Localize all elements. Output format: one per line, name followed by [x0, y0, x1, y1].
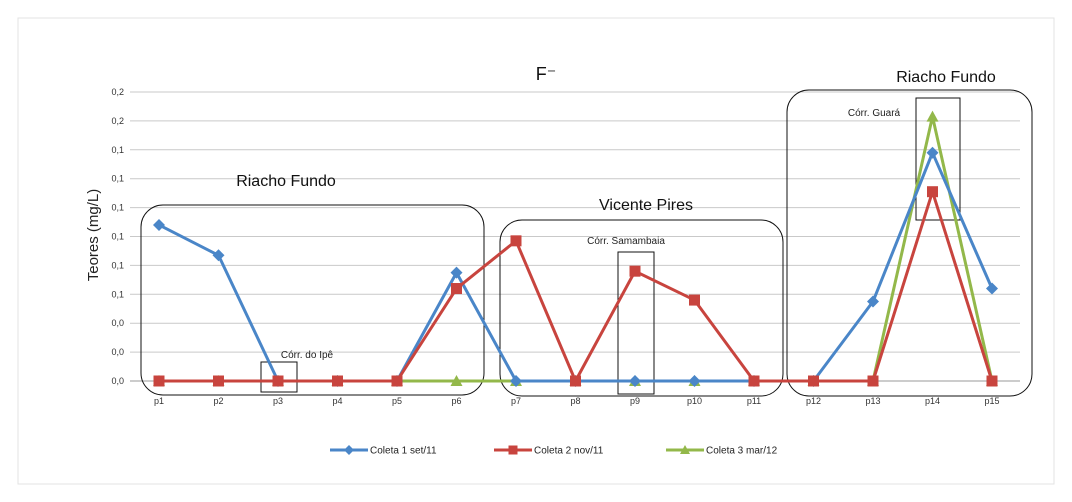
- data-point: [450, 266, 463, 279]
- x-tick-label: p6: [451, 396, 461, 406]
- data-point: [629, 375, 641, 387]
- legend-item: Coleta 2 nov/11: [494, 445, 604, 457]
- y-tick-label: 0,2: [111, 87, 124, 97]
- y-tick-label: 0,1: [111, 260, 124, 270]
- data-point: [927, 186, 938, 198]
- data-point: [748, 375, 760, 387]
- y-tick-label: 0,0: [111, 347, 124, 357]
- chart-title: F⁻: [536, 64, 557, 84]
- x-tick-labels: p1 p2 p3 p4 p5 p6 p7 p8 p9 p10 p11 p12 p13 p14 p15: [154, 396, 1000, 406]
- data-point: [986, 282, 998, 295]
- data-point: [391, 375, 403, 387]
- data-point: [510, 235, 522, 247]
- legend-marker: [508, 445, 518, 455]
- sublabel-corr-guara: Córr. Guará: [848, 108, 901, 119]
- sublabel-corr-ipe: Córr. do Ipê: [281, 350, 334, 361]
- x-tick-label: p13: [865, 396, 880, 406]
- data-point: [867, 295, 879, 308]
- sublabel-box-corr-ipe: [260, 361, 298, 393]
- legend: Coleta 1 set/11 Coleta 2 nov/11 Coleta 3 m…: [330, 445, 778, 457]
- data-point: [153, 375, 165, 387]
- x-tick-label: p8: [570, 396, 580, 406]
- x-tick-label: p7: [511, 396, 521, 406]
- y-tick-label: 0,1: [111, 232, 124, 242]
- sublabel-corr-samambaia: Córr. Samambaia: [587, 236, 665, 247]
- data-point: [689, 294, 700, 306]
- data-point: [510, 375, 522, 387]
- x-tick-label: p9: [630, 396, 640, 406]
- y-tick-label: 0,1: [111, 203, 124, 213]
- y-tick-label: 0,0: [111, 318, 124, 328]
- data-point: [570, 375, 581, 387]
- x-tick-label: p12: [806, 396, 821, 406]
- region-box-riacho-fundo-1: [140, 204, 485, 396]
- data-point: [451, 283, 462, 295]
- y-tick-label: 0,0: [111, 376, 124, 386]
- legend-label: Coleta 2 nov/11: [534, 446, 604, 457]
- data-point: [867, 375, 879, 387]
- y-tick-labels: 0,0 0,0 0,0 0,1 0,1 0,1 0,1 0,1 0,1 0,2 0,2: [111, 87, 124, 386]
- data-point: [688, 375, 701, 387]
- data-point: [213, 375, 224, 387]
- y-tick-label: 0,1: [111, 289, 124, 299]
- sublabel-box-corr-samambaia: [617, 251, 655, 395]
- data-point: [808, 375, 819, 387]
- legend-item: Coleta 1 set/11: [330, 445, 437, 457]
- x-tick-label: p3: [273, 396, 283, 406]
- x-tick-label: p4: [332, 396, 342, 406]
- x-tick-label: p11: [747, 396, 761, 406]
- y-tick-label: 0,1: [111, 174, 124, 184]
- y-axis-label: Teores (mg/L): [85, 189, 102, 282]
- x-tick-label: p5: [392, 396, 402, 406]
- data-point: [332, 375, 343, 387]
- legend-item: Coleta 3 mar/12: [666, 445, 778, 457]
- series: [153, 110, 998, 387]
- region-label-riacho-fundo-2: Riacho Fundo: [896, 69, 996, 86]
- data-point: [212, 249, 225, 262]
- region-label-riacho-fundo-1: Riacho Fundo: [236, 173, 336, 190]
- y-tick-label: 0,1: [111, 145, 124, 155]
- x-tick-label: p2: [213, 396, 223, 406]
- x-tick-label: p1: [154, 396, 164, 406]
- data-point: [629, 265, 641, 277]
- data-point: [986, 375, 998, 387]
- sublabel-box-corr-guara: [915, 97, 961, 221]
- legend-label: Coleta 3 mar/12: [706, 446, 778, 457]
- data-point: [450, 375, 463, 386]
- data-point: [926, 110, 939, 122]
- data-point: [926, 146, 939, 159]
- x-tick-label: p15: [984, 396, 999, 406]
- data-point: [153, 218, 165, 231]
- legend-marker: [344, 445, 354, 455]
- legend-label: Coleta 1 set/11: [370, 446, 437, 457]
- x-tick-label: p10: [687, 396, 702, 406]
- legend-marker: [680, 445, 690, 454]
- region-box-riacho-fundo-2: [786, 89, 1033, 397]
- region-box-vicente-pires: [499, 219, 784, 397]
- series-2: [153, 186, 998, 387]
- data-point: [272, 375, 284, 387]
- x-tick-label: p14: [925, 396, 940, 406]
- y-tick-label: 0,2: [111, 116, 124, 126]
- region-label-vicente-pires: Vicente Pires: [599, 197, 693, 214]
